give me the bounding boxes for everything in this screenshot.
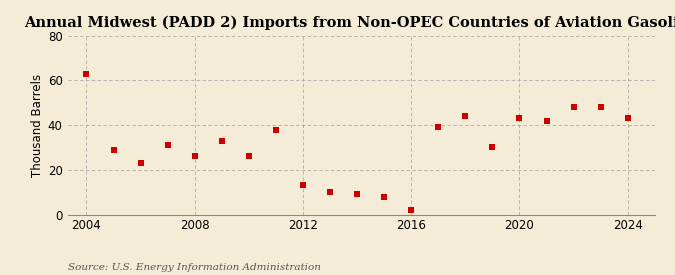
Point — [108, 147, 119, 152]
Point — [595, 105, 606, 109]
Text: Source: U.S. Energy Information Administration: Source: U.S. Energy Information Administ… — [68, 263, 321, 272]
Point — [487, 145, 497, 150]
Point — [189, 154, 200, 159]
Point — [325, 190, 335, 194]
Point — [460, 114, 470, 118]
Point — [162, 143, 173, 147]
Point — [271, 127, 281, 132]
Point — [622, 116, 633, 121]
Point — [217, 139, 227, 143]
Point — [541, 119, 552, 123]
Point — [568, 105, 579, 109]
Point — [81, 72, 92, 76]
Point — [379, 194, 389, 199]
Point — [433, 125, 443, 130]
Y-axis label: Thousand Barrels: Thousand Barrels — [30, 73, 44, 177]
Point — [514, 116, 525, 121]
Point — [352, 192, 362, 197]
Point — [298, 183, 308, 188]
Point — [244, 154, 254, 159]
Title: Annual Midwest (PADD 2) Imports from Non-OPEC Countries of Aviation Gasoline: Annual Midwest (PADD 2) Imports from Non… — [24, 16, 675, 31]
Point — [135, 161, 146, 165]
Point — [406, 208, 416, 212]
